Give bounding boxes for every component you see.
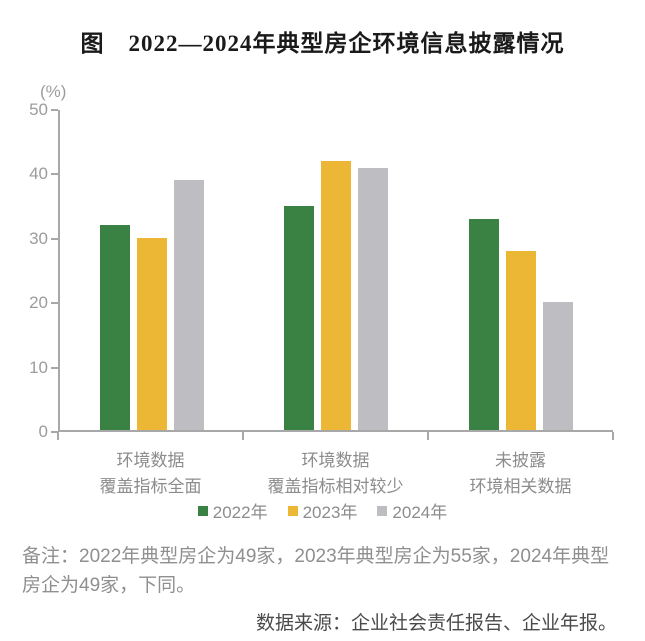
y-tick-label: 50 (29, 100, 48, 119)
y-tick-mark (51, 109, 58, 111)
x-axis-labels: 环境数据 覆盖指标全面 环境数据 覆盖指标相对较少 未披露 环境相关数据 (58, 448, 613, 500)
bar-group (429, 110, 613, 430)
bar (100, 225, 131, 430)
bar-chart: (%) 0 10 20 30 40 50 环境数据 覆盖指标全面 环境数据 覆盖指标相对较少 未披… (0, 82, 645, 532)
note-source: 数据来源：企业社会责任报告、企业年报。 (255, 613, 617, 634)
bar (542, 302, 573, 430)
x-tick-mark (427, 432, 429, 440)
legend: 2022年 2023年 2024年 (0, 498, 645, 523)
x-tick-mark (242, 432, 244, 440)
y-tick-label: 0 (38, 422, 48, 441)
x-category-label: 环境数据 覆盖指标相对较少 (267, 451, 404, 496)
y-tick-label: 20 (29, 293, 48, 313)
legend-label: 2023年 (302, 503, 358, 522)
bar (505, 250, 536, 430)
x-tick-mark (57, 432, 59, 440)
x-category-label: 未披露 环境相关数据 (469, 451, 572, 496)
bar (358, 167, 389, 430)
legend-item: 2024年 (377, 498, 447, 523)
bar (284, 206, 315, 430)
bar-group (60, 110, 244, 430)
legend-label: 2024年 (392, 503, 448, 522)
y-tick-mark (51, 302, 58, 305)
y-tick-label: 30 (29, 228, 48, 248)
legend-swatch (197, 505, 208, 516)
legend-item: 2023年 (287, 498, 358, 523)
x-tick-mark (612, 432, 614, 440)
bar (137, 238, 168, 430)
legend-swatch (377, 505, 388, 516)
chart-title: 图 2022—2024年典型房企环境信息披露情况 (80, 31, 565, 56)
bar-group (244, 110, 428, 430)
legend-swatch (287, 505, 298, 516)
x-category-label: 环境数据 覆盖指标全面 (99, 451, 202, 496)
y-axis-unit-label: (%) (40, 82, 67, 101)
y-tick-mark (51, 431, 58, 433)
note-remark: 备注：2022年典型房企为49家，2023年典型房企为55家，2024年典型房企… (22, 546, 610, 596)
legend-item: 2022年 (197, 498, 268, 523)
legend-label: 2022年 (212, 503, 268, 522)
y-tick-label: 10 (29, 357, 48, 377)
y-tick-mark (51, 366, 58, 369)
plot-area (58, 110, 613, 432)
bar (174, 180, 205, 430)
bar (321, 161, 352, 430)
y-tick-mark (51, 173, 58, 176)
bar (468, 218, 499, 430)
y-tick-label: 40 (29, 164, 48, 184)
y-tick-mark (51, 237, 58, 240)
